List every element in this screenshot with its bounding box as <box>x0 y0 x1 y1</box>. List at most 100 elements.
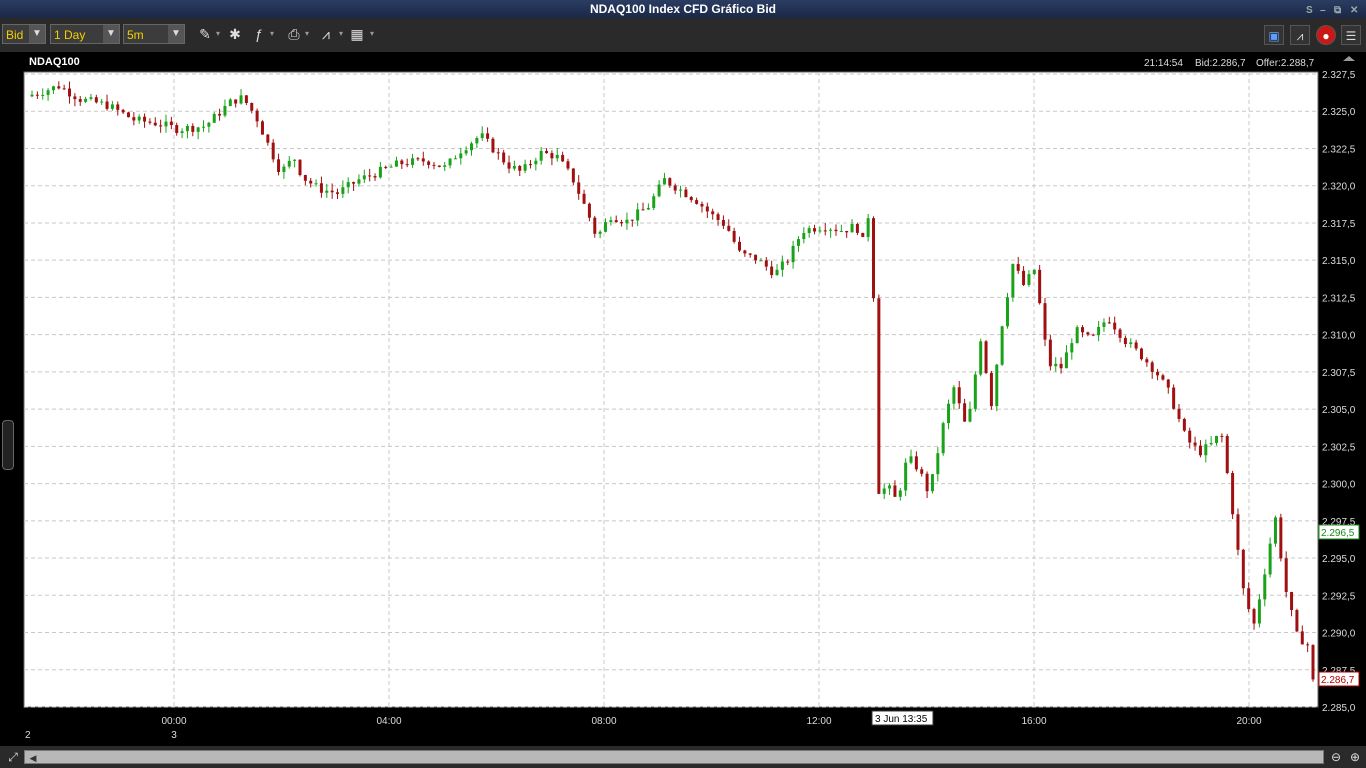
candle-body <box>845 230 849 233</box>
candle-body <box>384 166 388 168</box>
candle-body <box>432 164 436 166</box>
grid-icon[interactable]: ▦ <box>350 26 364 42</box>
candle-body <box>218 113 222 116</box>
fullscreen-icon[interactable]: ⤢ <box>8 750 18 764</box>
candle-body <box>1145 359 1149 363</box>
last-price-label: 2.286,7 <box>1321 675 1355 686</box>
candle-body <box>191 125 195 132</box>
y-tick-label: 2.290,0 <box>1322 629 1356 640</box>
candle-body <box>244 95 248 103</box>
zoom-in-icon[interactable]: ⊕ <box>1349 750 1361 764</box>
candle-body <box>545 150 549 154</box>
candle-body <box>1064 352 1068 369</box>
minimize-icon[interactable]: – <box>1320 5 1326 16</box>
candle-body <box>914 456 918 470</box>
y-tick-label: 2.302,5 <box>1322 442 1356 453</box>
settings-icon[interactable]: S <box>1306 5 1313 16</box>
day-label: 2 <box>25 730 31 741</box>
horizontal-scrollbar[interactable] <box>24 750 1324 764</box>
pin-icon[interactable]: ✱ <box>229 26 241 42</box>
candle-body <box>239 95 243 104</box>
chevron-down-icon[interactable]: ▼ <box>29 25 45 43</box>
interval-select[interactable]: 5m ▼ <box>123 24 185 44</box>
candle-body <box>604 222 608 232</box>
candle-body <box>368 175 372 177</box>
candle-body <box>1188 430 1192 443</box>
candle-body <box>196 127 200 132</box>
dropdown-icon[interactable]: ▾ <box>370 29 375 38</box>
close-icon[interactable]: ✕ <box>1350 5 1359 16</box>
zoom-out-icon[interactable]: ⊖ <box>1330 750 1342 764</box>
candle-body <box>1182 418 1186 431</box>
print-icon[interactable]: ⎙ <box>288 26 300 42</box>
side-panel-handle[interactable] <box>2 420 14 470</box>
chart-type-icon[interactable]: ⩘ <box>322 26 330 42</box>
candle-body <box>1209 443 1213 445</box>
candle-body <box>459 153 463 159</box>
candle-body <box>1161 375 1165 380</box>
candle-body <box>411 158 415 165</box>
candle-body <box>807 228 811 234</box>
dropdown-icon[interactable]: ▾ <box>216 29 221 38</box>
candle-body <box>968 408 972 422</box>
y-tick-label: 2.307,5 <box>1322 368 1356 379</box>
list-icon[interactable]: ☰ <box>1341 25 1361 45</box>
candle-body <box>325 190 329 193</box>
candle-body <box>657 184 661 197</box>
chevron-down-icon[interactable]: ▼ <box>168 25 184 43</box>
candle-body <box>1102 322 1106 327</box>
candle-body <box>427 161 431 165</box>
dropdown-icon[interactable]: ▾ <box>305 29 310 38</box>
candle-body <box>486 133 490 139</box>
candle-body <box>159 125 163 127</box>
candle-body <box>587 203 591 218</box>
candle-body <box>1225 436 1229 474</box>
candlestick-chart[interactable]: 2.327,5 2.325,0 2.322,5 2.320,0 2.317,5 2.315… <box>0 52 1366 746</box>
scroll-left-icon[interactable]: ◀ <box>29 753 37 763</box>
candle-body <box>764 260 768 267</box>
candle-body <box>1000 326 1004 365</box>
candle-body <box>759 260 763 262</box>
chart-area[interactable]: 2.327,5 2.325,0 2.322,5 2.320,0 2.317,5 2.315… <box>0 52 1366 746</box>
candle-body <box>378 166 382 178</box>
candles <box>30 81 1315 682</box>
restore-icon[interactable]: ⧉ <box>1334 5 1342 16</box>
scroll-up-icon[interactable] <box>1343 56 1355 61</box>
range-select[interactable]: 1 Day ▼ <box>50 24 120 44</box>
candle-body <box>973 374 977 409</box>
candle-body <box>116 104 120 110</box>
y-tick-label: 2.327,5 <box>1322 70 1356 81</box>
line-chart-icon[interactable]: ⩘ <box>1290 25 1310 45</box>
candle-body <box>748 253 752 255</box>
candle-body <box>260 121 264 135</box>
candle-body <box>416 158 420 160</box>
candle-body <box>132 117 136 121</box>
alert-icon[interactable]: ● <box>1316 25 1336 45</box>
candle-body <box>287 160 291 167</box>
pencil-icon[interactable]: ✎ <box>199 26 211 42</box>
current-price-label: 2.296,5 <box>1321 528 1355 539</box>
dropdown-icon[interactable]: ▾ <box>270 29 275 38</box>
candle-body <box>1043 303 1047 340</box>
candle-body <box>126 112 130 118</box>
interval-value: 5m <box>127 28 144 42</box>
candle-body <box>137 116 141 121</box>
candle-body <box>46 90 50 95</box>
candle-body <box>1081 327 1085 333</box>
layout-icon[interactable]: ▣ <box>1264 25 1284 45</box>
candle-body <box>1118 329 1122 338</box>
candle-body <box>255 110 259 122</box>
candle-body <box>1129 342 1133 344</box>
chevron-down-icon[interactable]: ▼ <box>103 25 119 43</box>
candle-body <box>861 232 865 237</box>
candle-body <box>121 109 125 113</box>
candle-body <box>1156 371 1160 376</box>
candle-body <box>716 214 720 220</box>
dropdown-icon[interactable]: ▾ <box>339 29 344 38</box>
candle-body <box>577 182 581 194</box>
candle-body <box>148 121 152 123</box>
price-type-select[interactable]: Bid ▼ <box>2 24 46 44</box>
indicator-icon[interactable]: ƒ <box>255 26 263 42</box>
candle-body <box>298 159 302 176</box>
candle-body <box>823 230 827 232</box>
